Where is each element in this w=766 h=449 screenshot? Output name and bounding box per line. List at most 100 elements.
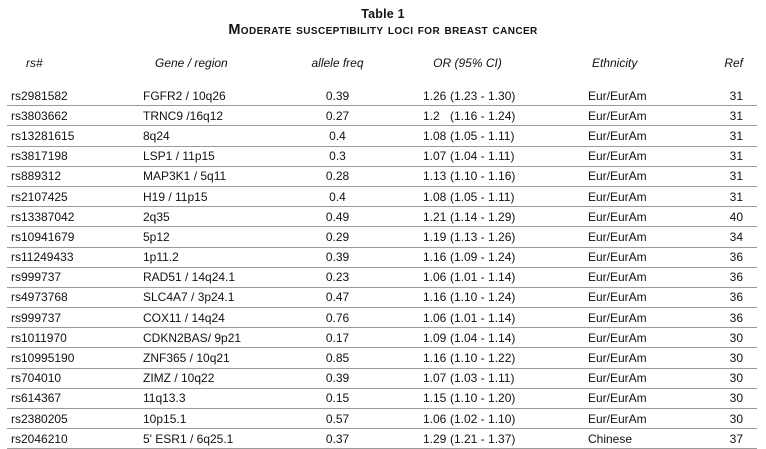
- cell-reference: 36: [729, 270, 743, 285]
- cell-allele-freq: 0.37: [325, 431, 350, 446]
- cell-rs-number: rs2046210: [11, 431, 68, 446]
- cell-rs-number: rs1011970: [11, 330, 67, 345]
- cell-rs-number: rs2107425: [11, 189, 68, 204]
- cell-ethnicity: Eur/EurAm: [588, 270, 647, 285]
- table-row: rs4973768 SLC4A7 / 3p24.1 0.47 1.16 (1.10…: [7, 288, 757, 309]
- susceptibility-loci-table: rs# Gene / region allele freq OR (95% CI…: [7, 55, 757, 449]
- cell-rs-number: rs13387042: [11, 209, 75, 224]
- cell-gene-region: ZIMZ / 10q22: [143, 371, 215, 386]
- cell-rs-number: rs999737: [11, 270, 62, 285]
- cell-reference: 30: [729, 391, 743, 406]
- cell-odds-ratio: 1.13 (1.10 - 1.16): [380, 169, 555, 183]
- cell-reference: 31: [729, 88, 743, 103]
- cell-ethnicity: Eur/EurAm: [588, 250, 647, 265]
- cell-ethnicity: Eur/EurAm: [588, 189, 647, 204]
- cell-gene-region: SLC4A7 / 3p24.1: [143, 290, 235, 305]
- cell-allele-freq: 0.85: [325, 351, 350, 366]
- table-row: rs10941679 5p12 0.29 1.19 (1.13 - 1.26) E…: [7, 227, 757, 248]
- cell-ethnicity: Eur/EurAm: [588, 371, 647, 386]
- odds-ratio-value: 1.21: [423, 209, 447, 224]
- cell-allele-freq: 0.27: [325, 108, 350, 123]
- confidence-interval: (1.10 - 1.24): [450, 290, 516, 305]
- confidence-interval: (1.10 - 1.20): [450, 391, 516, 406]
- odds-ratio-value: 1.2: [423, 108, 440, 123]
- cell-reference: 31: [729, 169, 743, 184]
- cell-reference: 30: [729, 371, 743, 386]
- cell-ethnicity: Eur/EurAm: [588, 290, 647, 305]
- cell-odds-ratio: 1.08 (1.05 - 1.11): [380, 129, 555, 143]
- cell-gene-region: COX11 / 14q24: [143, 310, 225, 325]
- table-body: rs2981582 FGFR2 / 10q26 0.39 1.26 (1.23 -…: [7, 86, 757, 449]
- cell-odds-ratio: 1.16 (1.09 - 1.24): [380, 250, 555, 264]
- cell-reference: 37: [729, 431, 743, 446]
- table-row: rs13387042 2q35 0.49 1.21 (1.14 - 1.29) E…: [7, 207, 757, 228]
- odds-ratio-value: 1.16: [423, 351, 447, 366]
- cell-gene-region: 5' ESR1 / 6q25.1: [143, 431, 234, 446]
- odds-ratio-value: 1.15: [423, 391, 447, 406]
- odds-ratio-value: 1.19: [423, 229, 447, 244]
- cell-rs-number: rs614367: [11, 391, 62, 406]
- cell-odds-ratio: 1.15 (1.10 - 1.20): [380, 391, 555, 405]
- cell-allele-freq: 0.15: [325, 391, 350, 406]
- table-number-title: Table 1: [361, 7, 405, 21]
- cell-reference: 36: [729, 310, 743, 325]
- cell-rs-number: rs999737: [11, 310, 62, 325]
- cell-allele-freq: 0.57: [325, 411, 350, 426]
- confidence-interval: (1.09 - 1.24): [450, 250, 516, 265]
- cell-reference: 30: [729, 351, 743, 366]
- table-row: rs1011970 CDKN2BAS/ 9p21 0.17 1.09 (1.04 …: [7, 328, 757, 349]
- cell-rs-number: rs10995190: [11, 351, 75, 366]
- cell-reference: 34: [729, 229, 743, 244]
- table-row: rs11249433 1p11.2 0.39 1.16 (1.09 - 1.24)…: [7, 248, 757, 268]
- table-row: rs2046210 5' ESR1 / 6q25.1 0.37 1.29 (1.2…: [7, 429, 757, 449]
- cell-reference: 31: [729, 108, 743, 123]
- cell-rs-number: rs4973768: [11, 290, 68, 305]
- cell-ethnicity: Eur/EurAm: [588, 88, 647, 103]
- cell-gene-region: H19 / 11p15: [143, 189, 208, 204]
- cell-ethnicity: Eur/EurAm: [588, 310, 647, 325]
- cell-gene-region: MAP3K1 / 5q11: [143, 169, 227, 184]
- confidence-interval: (1.04 - 1.14): [450, 330, 516, 345]
- cell-allele-freq: 0.4: [329, 189, 346, 204]
- cell-rs-number: rs3803662: [11, 108, 68, 123]
- table-row: rs999737 COX11 / 14q24 0.76 1.06 (1.01 - …: [7, 308, 757, 329]
- cell-gene-region: RAD51 / 14q24.1: [143, 270, 236, 285]
- cell-allele-freq: 0.29: [325, 229, 350, 244]
- confidence-interval: (1.05 - 1.11): [450, 189, 515, 204]
- odds-ratio-value: 1.06: [423, 270, 447, 285]
- cell-allele-freq: 0.4: [329, 128, 346, 143]
- cell-rs-number: rs3817198: [11, 149, 68, 164]
- cell-allele-freq: 0.39: [325, 371, 350, 386]
- cell-reference: 31: [729, 149, 743, 164]
- table-row: rs13281615 8q24 0.4 1.08 (1.05 - 1.11) Eu…: [7, 126, 757, 147]
- table-row: rs3817198 LSP1 / 11p15 0.3 1.07 (1.04 - 1…: [7, 147, 757, 167]
- cell-ethnicity: Eur/EurAm: [588, 391, 647, 406]
- cell-rs-number: rs13281615: [11, 128, 75, 143]
- column-header-or-ci: OR (95% CI): [433, 55, 502, 70]
- cell-odds-ratio: 1.07 (1.03 - 1.11): [380, 371, 555, 385]
- cell-gene-region: 8q24: [143, 128, 170, 143]
- cell-ethnicity: Eur/EurAm: [588, 330, 647, 345]
- cell-ethnicity: Eur/EurAm: [588, 229, 647, 244]
- cell-gene-region: 1p11.2: [143, 250, 179, 265]
- cell-gene-region: 5p12: [143, 229, 170, 244]
- confidence-interval: (1.01 - 1.14): [450, 270, 516, 285]
- cell-gene-region: FGFR2 / 10q26: [143, 88, 226, 103]
- cell-allele-freq: 0.76: [325, 310, 350, 325]
- cell-ethnicity: Eur/EurAm: [588, 351, 647, 366]
- cell-allele-freq: 0.17: [325, 330, 350, 345]
- cell-rs-number: rs2981582: [11, 88, 68, 103]
- cell-gene-region: 10p15.1: [143, 411, 187, 426]
- cell-odds-ratio: 1.06 (1.01 - 1.14): [380, 311, 555, 325]
- cell-odds-ratio: 1.19 (1.13 - 1.26): [380, 230, 555, 244]
- confidence-interval: (1.16 - 1.24): [450, 108, 516, 123]
- odds-ratio-value: 1.26: [423, 88, 447, 103]
- cell-allele-freq: 0.3: [329, 149, 346, 164]
- confidence-interval: (1.21 - 1.37): [450, 431, 516, 446]
- cell-gene-region: TRNC9 /16q12: [143, 108, 224, 123]
- cell-gene-region: LSP1 / 11p15: [143, 149, 215, 164]
- cell-allele-freq: 0.39: [325, 250, 350, 265]
- cell-allele-freq: 0.39: [325, 88, 350, 103]
- cell-rs-number: rs2380205: [11, 411, 68, 426]
